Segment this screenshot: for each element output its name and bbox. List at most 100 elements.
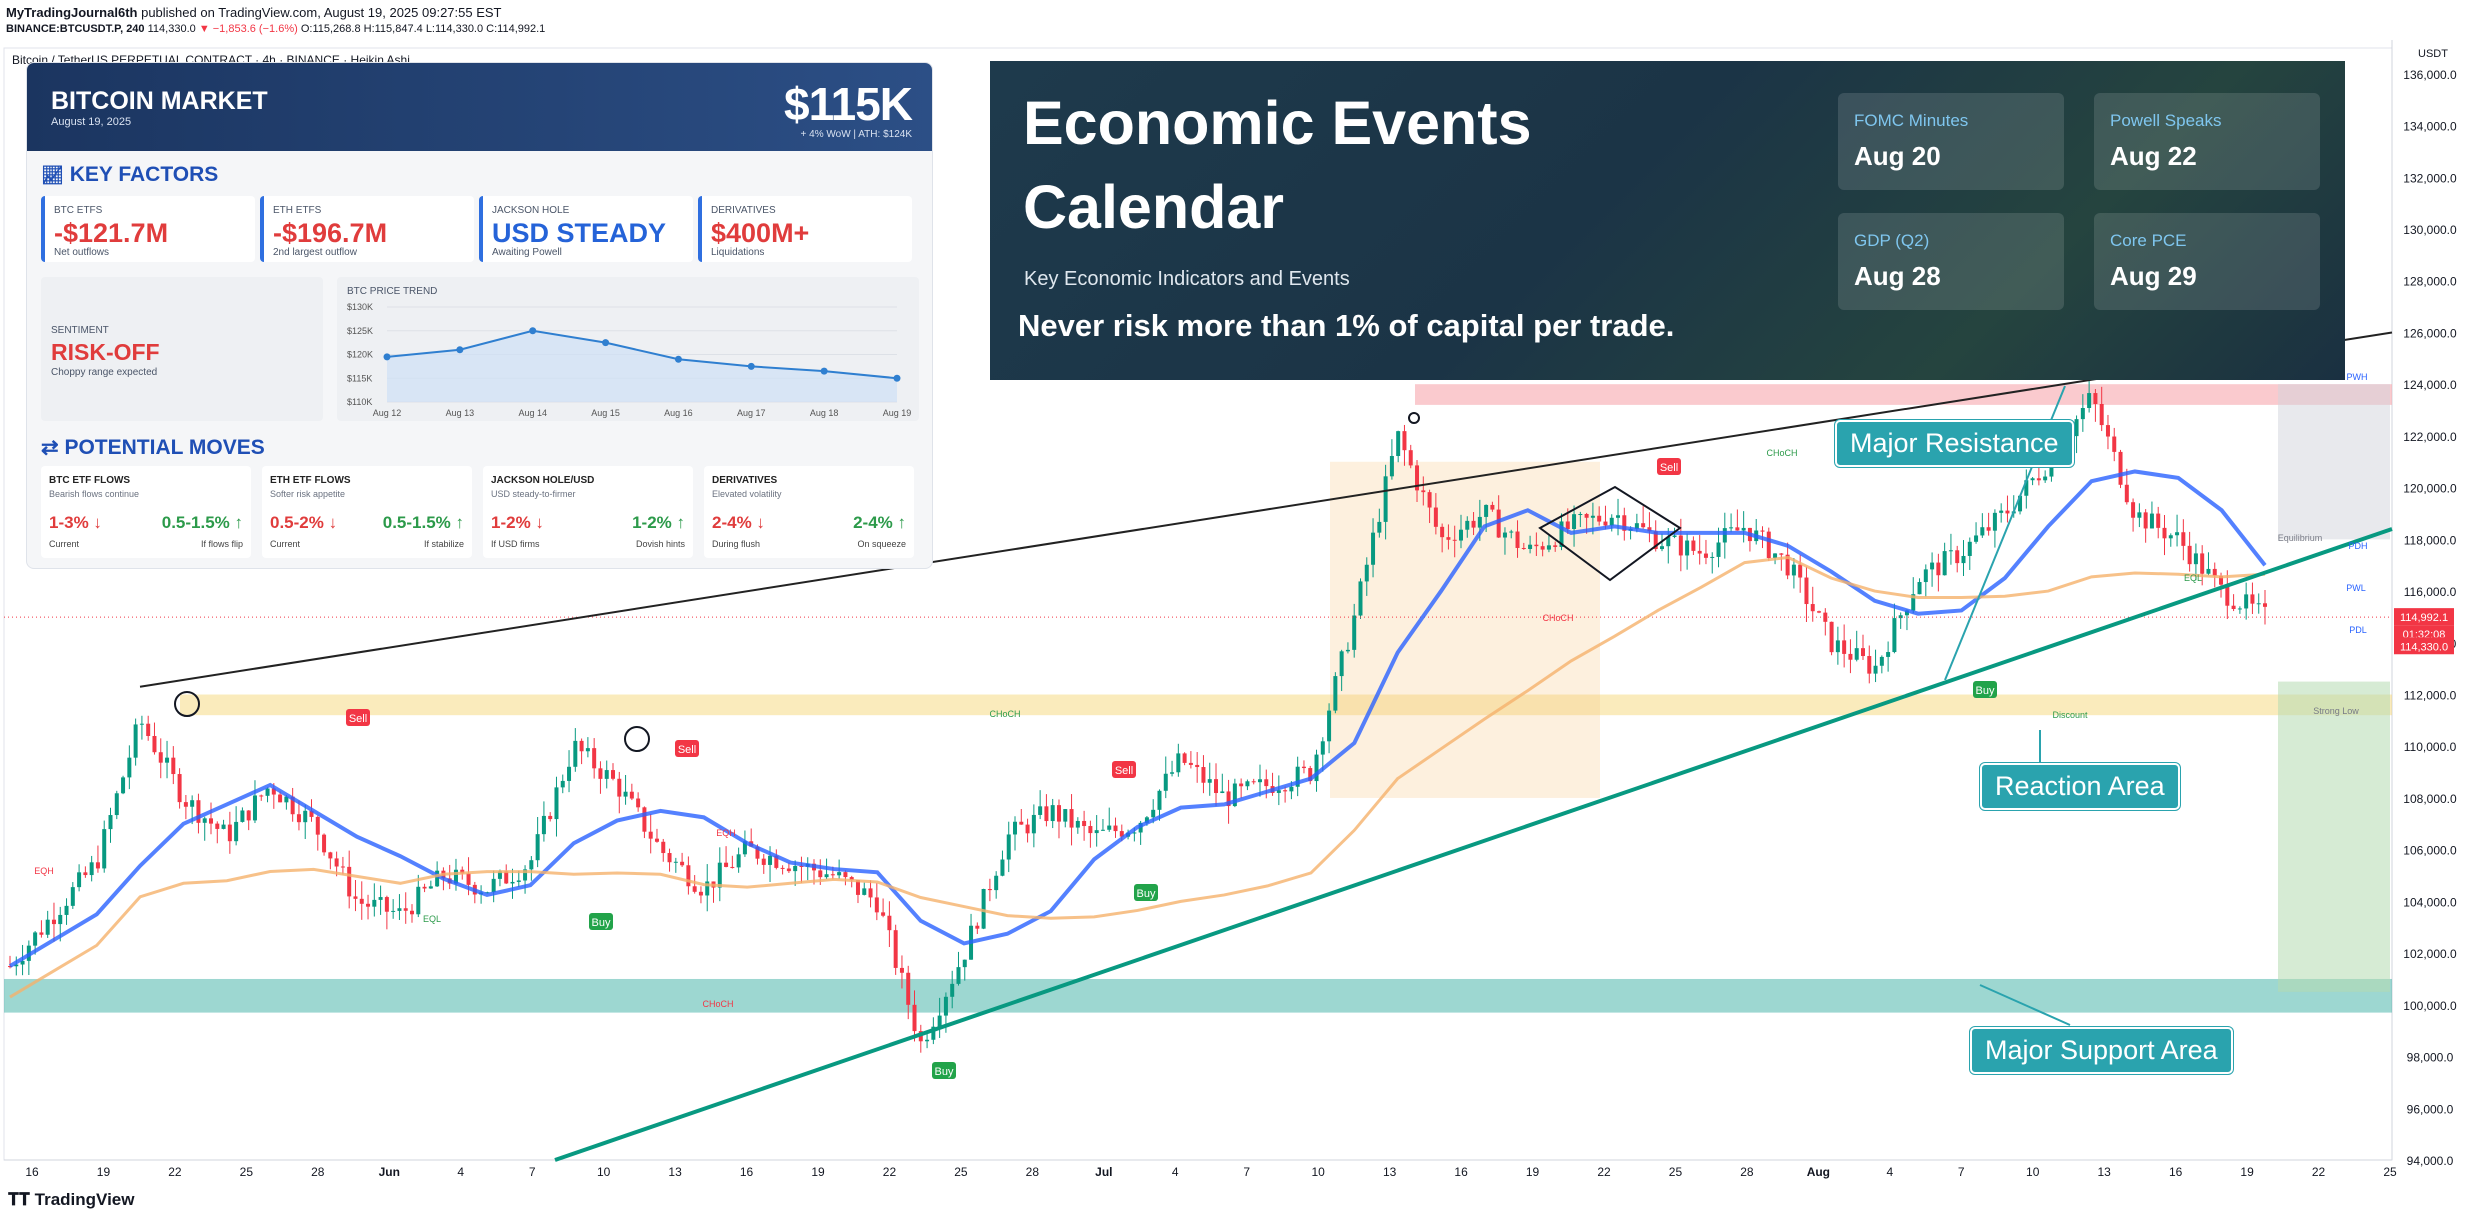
- candle-body: [736, 854, 741, 868]
- kf-label: JACKSON HOLE: [492, 205, 570, 216]
- reaction-zone: [180, 694, 2392, 716]
- candle-body: [1245, 781, 1250, 787]
- candle-body: [171, 757, 176, 775]
- candle-body: [1502, 532, 1507, 538]
- x-tick-label: 25: [1669, 1165, 1683, 1179]
- x-tick-label: 10: [2026, 1165, 2040, 1179]
- candle-body: [2131, 502, 2136, 518]
- swing-high-circle: [624, 726, 650, 752]
- diamond-pattern: [1538, 485, 1682, 582]
- major-resistance-zone: [1415, 384, 2392, 405]
- publisher-header: MyTradingJournal6th published on Trading…: [6, 4, 545, 38]
- trend-x-tick: Aug 19: [883, 408, 912, 418]
- candle-body: [1295, 766, 1300, 787]
- x-tick-label: 22: [2312, 1165, 2326, 1179]
- candle-body: [397, 908, 402, 911]
- candle-body: [1741, 527, 1746, 531]
- x-tick-label: 13: [668, 1165, 682, 1179]
- candle-body: [1301, 766, 1306, 769]
- event-powell-speaks: Powell Speaks Aug 22: [2094, 93, 2320, 190]
- candle-body: [1151, 809, 1156, 818]
- candle-body: [2193, 553, 2198, 565]
- candle-body: [1465, 520, 1470, 530]
- candle-body: [1942, 551, 1947, 576]
- candle-body: [1446, 537, 1451, 540]
- candle-body: [485, 892, 490, 894]
- candle-body: [1528, 544, 1533, 549]
- trend-x-tick: Aug 17: [737, 408, 766, 418]
- tradingview-logo[interactable]: 𝐓𝐓 TradingView: [8, 1190, 134, 1210]
- candle-body: [1904, 610, 1909, 616]
- candle-body: [2181, 532, 2186, 546]
- candle-body: [2036, 478, 2041, 481]
- kf-label: BTC ETFS: [54, 205, 103, 216]
- candle-body: [673, 861, 678, 863]
- candle-body: [1653, 531, 1658, 550]
- candle-body: [943, 996, 948, 1016]
- move-down: 1-3% ↓: [49, 513, 102, 532]
- candle-body: [1597, 515, 1602, 522]
- candle-body: [246, 810, 251, 821]
- candle-body: [1484, 504, 1489, 517]
- candle-body: [2099, 403, 2104, 426]
- move-down: 0.5-2% ↓: [270, 513, 338, 532]
- chart-annotation-label: Strong Low: [2313, 706, 2359, 716]
- x-tick-label: Aug: [1807, 1165, 1830, 1179]
- candle-body: [1056, 805, 1061, 822]
- move-cond-down: During flush: [712, 539, 761, 549]
- candle-body: [1892, 618, 1897, 653]
- trend-label: BTC PRICE TREND: [347, 286, 438, 297]
- candle-body: [661, 841, 666, 854]
- candle-body: [510, 881, 515, 884]
- candle-body: [1791, 564, 1796, 576]
- x-tick-label: 4: [457, 1165, 464, 1179]
- move-up: 0.5-1.5% ↑: [161, 513, 243, 532]
- candle-body: [516, 880, 521, 882]
- move-down: 1-2% ↓: [491, 513, 544, 532]
- candle-body: [158, 752, 163, 763]
- sell-marker: [1657, 458, 1681, 475]
- candle-body: [1188, 762, 1193, 765]
- candle-body: [987, 888, 992, 891]
- y-tick-label: 94,000.0: [2407, 1154, 2454, 1168]
- candle-body: [1823, 612, 1828, 622]
- bitcoin-market-card: BITCOIN MARKET August 19, 2025 $115K + 4…: [26, 62, 933, 569]
- candle-body: [2024, 480, 2029, 496]
- x-tick-label: 25: [2383, 1165, 2397, 1179]
- key-factor-derivatives: DERIVATIVES $400M+ Liquidations: [698, 196, 912, 262]
- candle-body: [874, 897, 879, 913]
- candle-body: [1584, 514, 1589, 518]
- swap-arrows-icon: ⇄: [41, 436, 59, 459]
- move-cond-up: If stabilize: [423, 539, 464, 549]
- buy-marker: [1134, 884, 1158, 901]
- trend-point: [529, 327, 537, 335]
- candle-body: [1641, 523, 1646, 528]
- candle-body: [912, 1004, 917, 1032]
- sentiment-note: Choppy range expected: [51, 367, 158, 378]
- candle-body: [504, 871, 509, 884]
- event-name: FOMC Minutes: [1854, 111, 1969, 130]
- candle-body: [416, 886, 421, 915]
- candle-body: [893, 930, 898, 968]
- kf-note: Net outflows: [54, 247, 110, 258]
- candle-body: [391, 910, 396, 912]
- candle-body: [2005, 510, 2010, 514]
- candle-body: [1955, 550, 1960, 564]
- trend-point: [602, 339, 610, 347]
- publisher-author[interactable]: MyTradingJournal6th: [6, 5, 138, 20]
- candle-body: [931, 1026, 936, 1040]
- candle-body: [667, 853, 672, 863]
- ohlc-open: O:115,268.8: [300, 23, 361, 35]
- candle-body: [1735, 527, 1740, 531]
- event-date: Aug 28: [1854, 261, 1941, 291]
- candle-body: [64, 905, 69, 915]
- candle-body: [1251, 781, 1256, 783]
- candle-body: [1371, 532, 1376, 565]
- candle-body: [183, 802, 188, 807]
- symbol-name[interactable]: BINANCE:BTCUSDT.P, 240: [6, 23, 145, 35]
- candle-body: [1509, 531, 1514, 533]
- card-date: August 19, 2025: [51, 116, 132, 128]
- candle-body: [648, 831, 653, 839]
- candle-body: [70, 887, 75, 906]
- candle-body: [1144, 817, 1149, 823]
